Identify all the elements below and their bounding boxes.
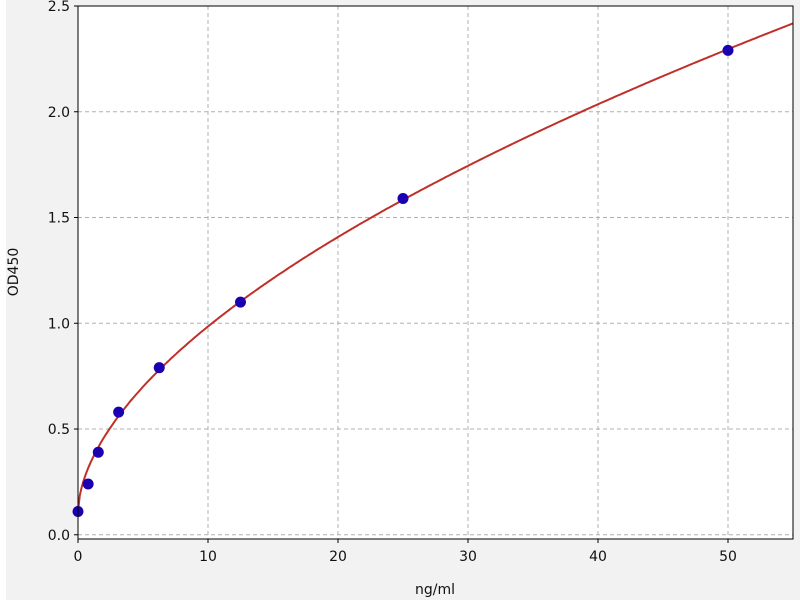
data-point [235, 296, 246, 308]
data-point [82, 478, 94, 490]
y-tick-label: 0.0 [48, 528, 70, 544]
y-axis-label: OD450 [6, 248, 22, 297]
x-tick-label: 50 [719, 549, 737, 565]
x-tick-label: 30 [459, 549, 477, 565]
x-tick-label: 10 [199, 549, 217, 565]
y-tick-label: 1.5 [48, 211, 70, 227]
data-point [722, 44, 734, 56]
y-tick-label: 2.5 [48, 0, 70, 15]
plot-area [78, 6, 793, 539]
x-tick-label: 20 [329, 549, 347, 565]
y-tick-label: 2.0 [48, 105, 70, 121]
data-point [92, 446, 104, 458]
data-point [153, 362, 165, 374]
y-tick-label: 1.0 [48, 316, 70, 332]
fit-curve [77, 22, 794, 512]
x-tick-label: 0 [74, 549, 83, 565]
data-point [113, 406, 125, 418]
axes-frame [77, 5, 794, 540]
x-tick-label: 40 [589, 549, 607, 565]
data-point [397, 192, 409, 204]
x-axis-label: ng/ml [415, 582, 455, 598]
y-tick-label: 0.5 [48, 422, 70, 438]
